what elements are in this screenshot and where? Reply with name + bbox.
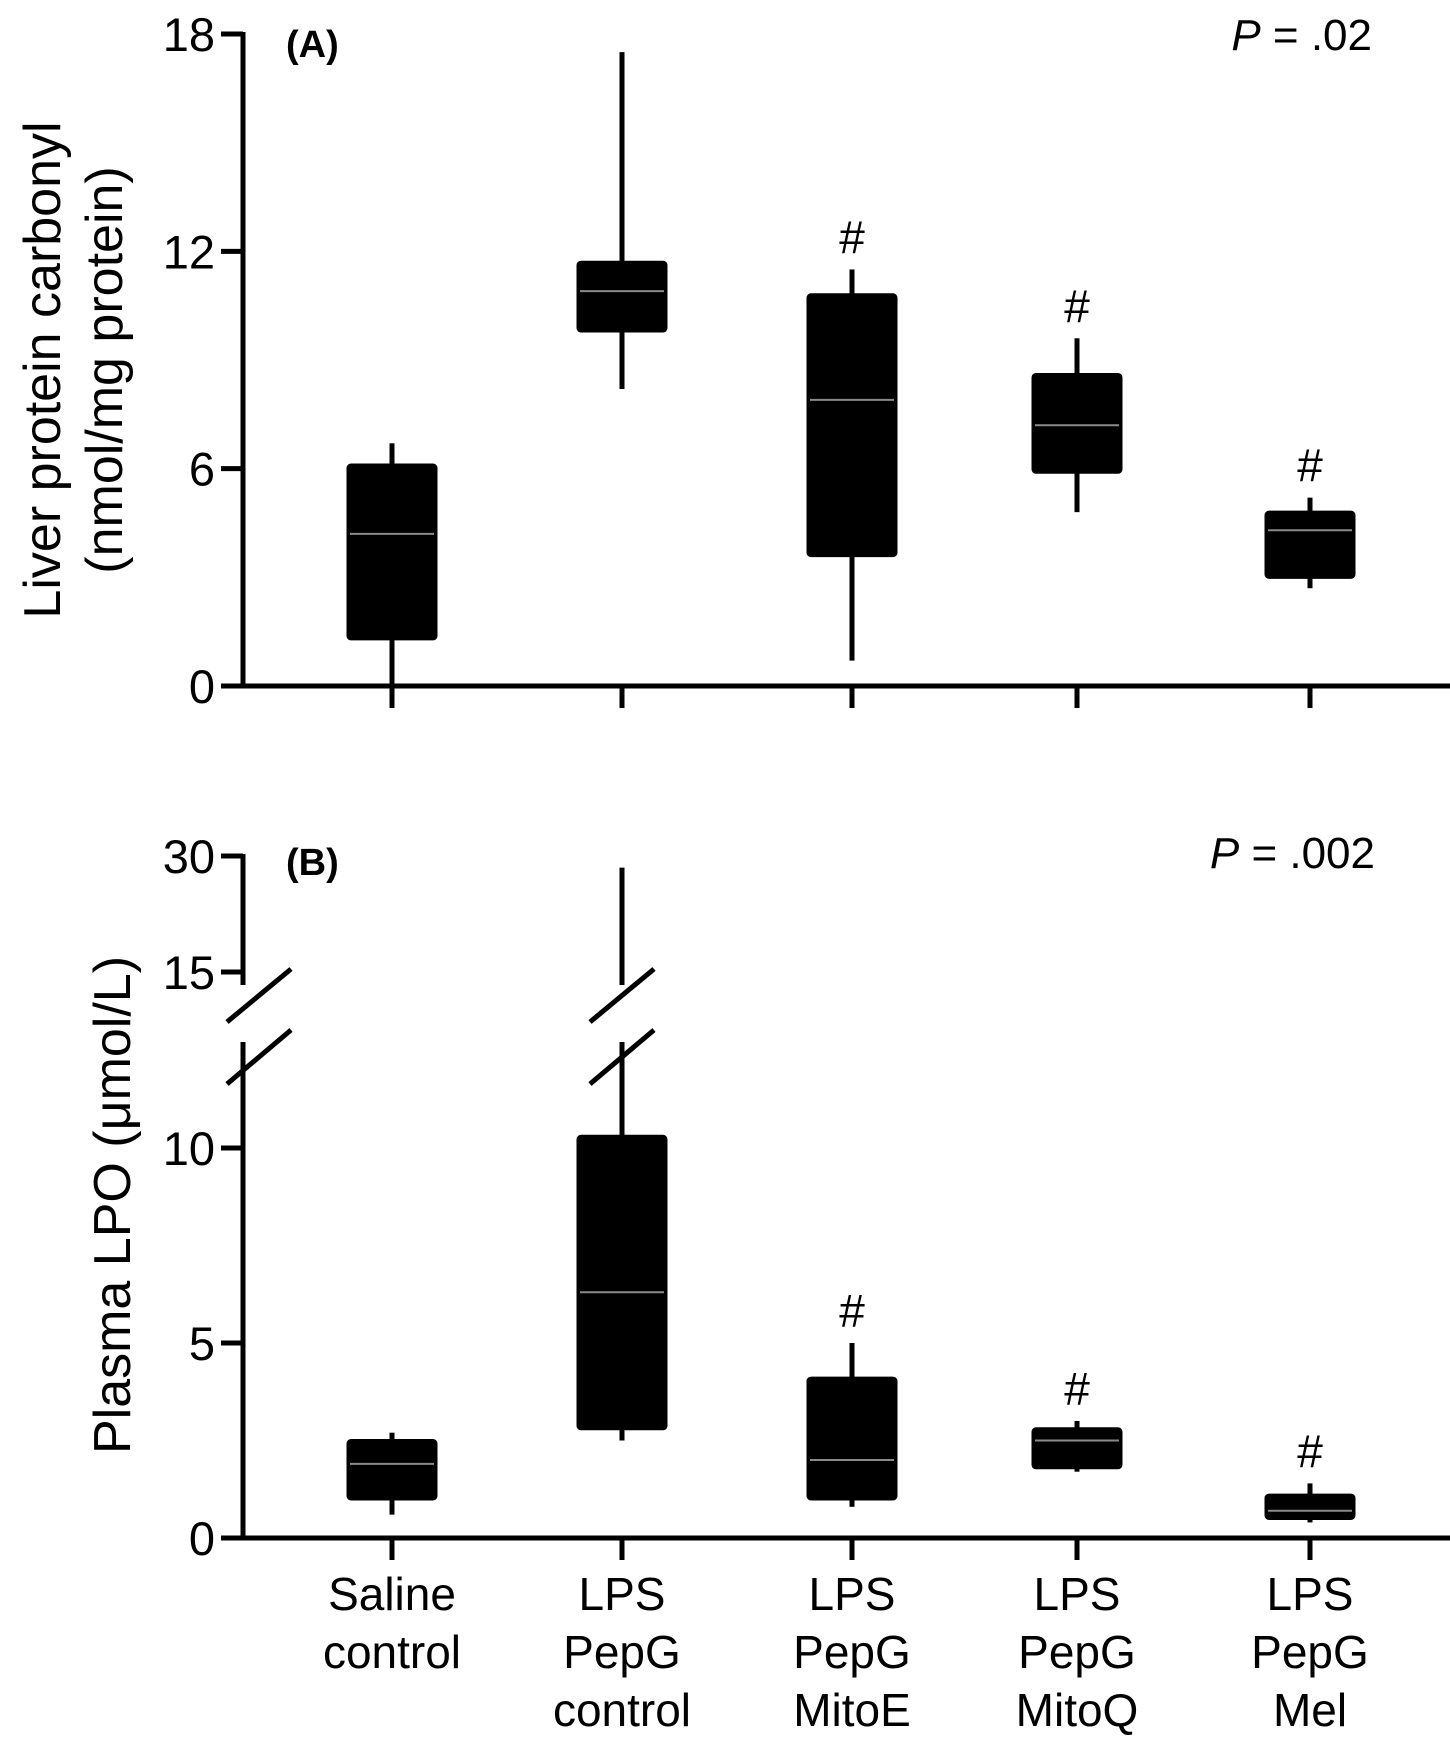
panel-b-whisker-break-mark — [588, 967, 656, 1024]
category-label-line: MitoE — [793, 1684, 911, 1736]
panel-a-box-1 — [346, 443, 438, 708]
panel-b-box-rect — [806, 1376, 898, 1501]
panel-b-box-4: # — [1031, 1363, 1123, 1560]
panel-b-significance-marker: # — [1297, 1425, 1323, 1477]
panel-a-box-3: # — [806, 211, 898, 708]
panel-a-p-value: P = .02 — [1231, 11, 1372, 60]
panel-a-y-tick-label: 0 — [189, 660, 215, 713]
panel-a-axes: 0 6 12 18 — [163, 8, 1450, 713]
panel-b-boxes: # # # — [346, 867, 1356, 1560]
panel-b-box-1 — [346, 1432, 438, 1560]
panel-b-box-2 — [576, 867, 668, 1560]
panel-a-box-rect — [576, 260, 668, 333]
panel-a-y-tick-label: 12 — [163, 225, 215, 278]
panel-b-y-tick-label: 5 — [189, 1317, 215, 1370]
panel-a-significance-marker: # — [839, 211, 865, 263]
panel-b-p-value: P = .002 — [1210, 829, 1375, 878]
panel-b-label: (B) — [286, 842, 339, 884]
panel-a-label: (A) — [286, 24, 339, 66]
panel-a-significance-marker: # — [1297, 440, 1323, 492]
panel-b-box-rect — [576, 1134, 668, 1431]
category-label-line: PepG — [563, 1626, 681, 1678]
panel-b-y-tick-label: 15 — [163, 946, 215, 999]
panel-b-axes: 0 5 10 15 30 — [163, 830, 1450, 1565]
category-label-line: LPS — [579, 1568, 666, 1620]
panel-a-boxes: # # # — [346, 52, 1356, 708]
panel-b-y-tick-label: 10 — [163, 1122, 215, 1175]
panel-a-y-tick-label: 18 — [163, 8, 215, 61]
panel-b-axis-break-mark — [225, 1028, 293, 1086]
category-label-line: Saline — [328, 1568, 456, 1620]
panel-a: (A) P = .02 Liver protein carbonyl(nmol/… — [14, 8, 1450, 713]
category-label-line: LPS — [1267, 1568, 1354, 1620]
category-label-line: control — [323, 1626, 461, 1678]
panel-a-box-rect — [1031, 372, 1123, 474]
panel-b-box-rect — [1264, 1493, 1356, 1520]
panel-a-box-2 — [576, 52, 668, 708]
panel-b-axis-break-mark — [225, 967, 293, 1024]
category-label-line: PepG — [1018, 1626, 1136, 1678]
panel-a-box-rect — [806, 293, 898, 558]
category-label-line: PepG — [793, 1626, 911, 1678]
category-label-line: control — [553, 1684, 691, 1736]
panel-b-y-tick-label: 30 — [163, 830, 215, 883]
category-label-line: LPS — [1034, 1568, 1121, 1620]
panel-b-box-5: # — [1264, 1425, 1356, 1560]
panel-a-y-tick-label: 6 — [189, 443, 215, 496]
panel-b-y-tick-label: 0 — [189, 1512, 215, 1565]
panel-a-y-axis-label: Liver protein carbonyl(nmol/mg protein) — [14, 121, 134, 618]
category-label-3: LPS PepG MitoE — [793, 1568, 911, 1736]
category-label-5: LPS PepG Mel — [1251, 1568, 1369, 1736]
panel-b-box-3: # — [806, 1285, 898, 1560]
category-label-line: PepG — [1251, 1626, 1369, 1678]
category-label-4: LPS PepG MitoQ — [1016, 1568, 1139, 1736]
category-label-line: Mel — [1273, 1684, 1347, 1736]
panel-b-significance-marker: # — [839, 1285, 865, 1337]
panel-b: (B) P = .002 Plasma LPO (μmol/L) 0 5 10 15 3… — [84, 829, 1450, 1565]
panel-a-box-5: # — [1264, 440, 1356, 708]
panel-a-box-rect — [1264, 510, 1356, 579]
panel-b-significance-marker: # — [1064, 1363, 1090, 1415]
panel-a-significance-marker: # — [1064, 280, 1090, 332]
category-label-line: LPS — [809, 1568, 896, 1620]
panel-a-box-rect — [346, 463, 438, 641]
panel-b-box-rect — [346, 1439, 438, 1501]
category-label-line: MitoQ — [1016, 1684, 1139, 1736]
panel-b-box-rect — [1031, 1427, 1123, 1470]
panel-a-box-4: # — [1031, 280, 1123, 708]
panel-b-y-axis-label: Plasma LPO (μmol/L) — [84, 956, 142, 1454]
category-label-1: Saline control — [323, 1568, 461, 1678]
category-label-2: LPS PepG control — [553, 1568, 691, 1736]
